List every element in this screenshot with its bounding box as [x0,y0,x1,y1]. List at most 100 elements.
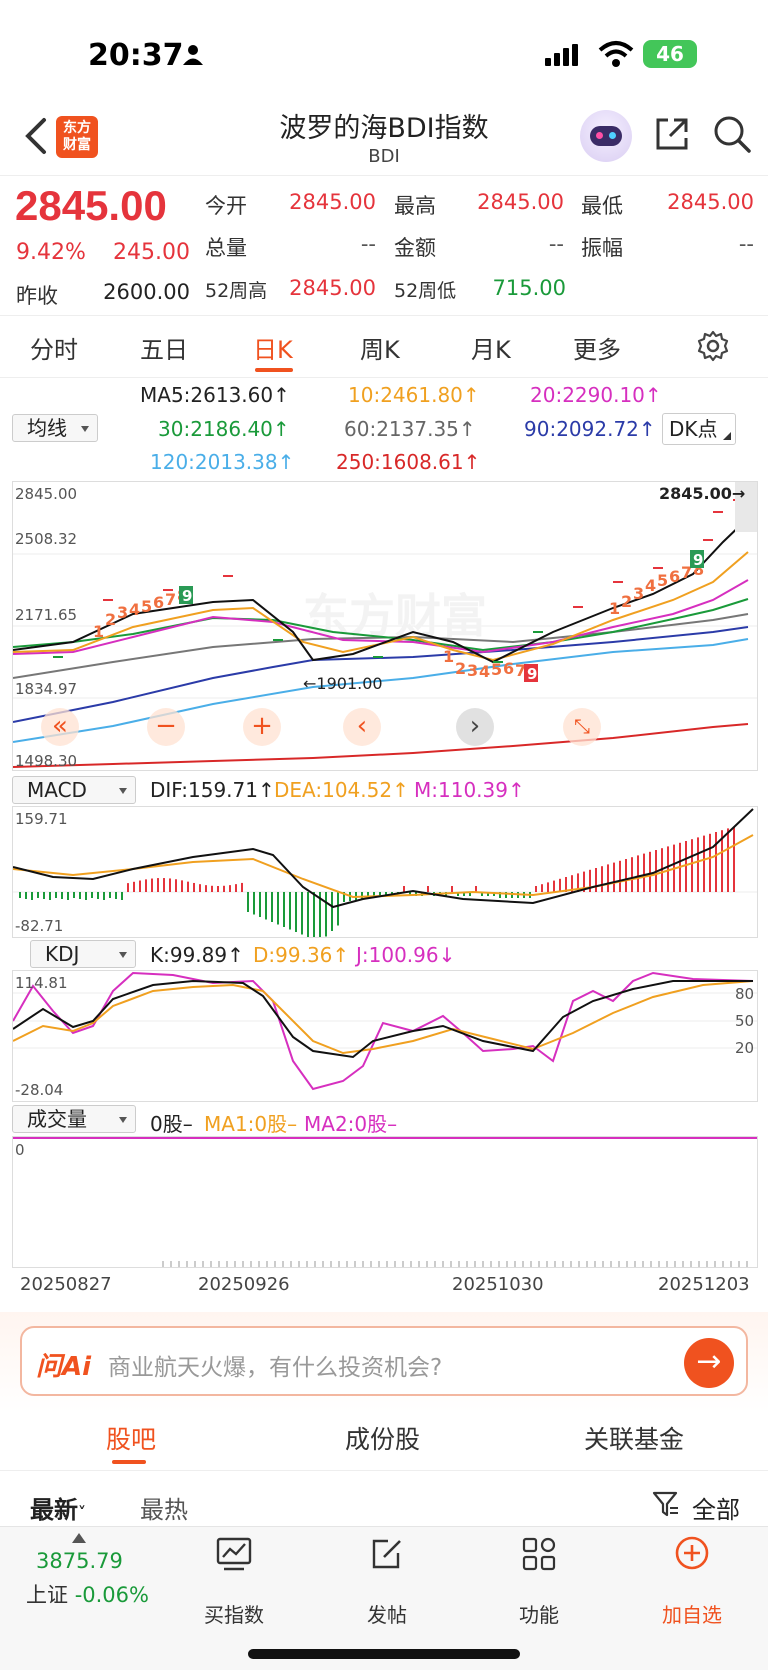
eastmoney-logo[interactable]: 东方 财富 [56,116,98,158]
ma-dropdown[interactable]: 均线 [12,414,98,442]
person-icon [183,45,203,65]
index-name[interactable]: 上证 -0.06% [26,1579,149,1609]
low-price-marker-value: 1901.00 [316,674,383,693]
scroll-right-button[interactable]: › [456,708,494,746]
status-bar: 20:37 46 [0,0,768,100]
macd-chart[interactable]: 159.71 -82.71 [12,806,758,942]
search-icon[interactable] [712,114,752,154]
sort-newest[interactable]: 最新˅ [30,1490,86,1525]
macd-bar [283,892,285,927]
ma5-legend: MA5:2613.60↑ [140,383,290,407]
last-price: 2845.00 [15,182,167,229]
x-axis-ticks [162,1261,748,1267]
fullscreen-icon[interactable]: ⤡ [563,708,601,746]
robot-avatar[interactable] [580,110,632,162]
date-label-2: 20250926 [198,1274,290,1295]
macd-ymin: -82.71 [15,917,64,935]
kdj-chart[interactable]: 114.81 -28.04 80 50 20 [12,970,758,1102]
tab-daily-k[interactable]: 日K [253,336,293,364]
td-down-nine-label: 9 [527,665,537,683]
macd-bar [97,892,99,899]
kdj-d: D:99.36↑ [253,943,350,967]
nav-post[interactable]: 发帖 [367,1603,407,1627]
svg-text:1: 1 [609,599,620,618]
dk-point-dropdown[interactable]: DK点 [662,413,736,445]
arrow-right-icon[interactable]: → [684,1338,734,1388]
filter-all[interactable]: 全部 [692,1496,740,1524]
svg-text:6: 6 [153,593,164,612]
edit-post-icon[interactable] [370,1537,404,1571]
scroll-left-fast-button[interactable]: « [41,708,79,746]
svg-text:5: 5 [657,571,668,590]
macd-bar [259,892,261,917]
ai-search-box[interactable]: 问Ai 商业航天火爆，有什么投资机会? → [20,1326,748,1396]
macd-bar [79,892,81,899]
change-percent: 9.42% [16,240,86,265]
dif-line [12,808,754,909]
svg-text:3: 3 [117,603,128,622]
low-label: 最低 [581,194,623,218]
macd-bar [577,873,579,892]
tab-monthly-k[interactable]: 月K [471,336,511,364]
zoom-out-button[interactable]: − [147,708,185,746]
kdj-dropdown[interactable]: KDJ [30,940,136,968]
chart-trend-icon[interactable] [216,1537,252,1571]
tab-intraday[interactable]: 分时 [30,336,78,364]
tab-related-funds[interactable]: 关联基金 [584,1425,685,1454]
scroll-left-button[interactable]: ‹ [343,708,381,746]
tab-guba[interactable]: 股吧 [106,1425,157,1454]
volume-chart[interactable]: 0 [12,1136,758,1268]
filter-icon[interactable] [652,1490,680,1518]
grid-apps-icon[interactable] [522,1537,556,1571]
y-tick-4: 1834.97 [15,680,78,698]
tab-components[interactable]: 成份股 [345,1425,421,1454]
macd-bar [229,885,231,892]
macd-bar [541,884,543,892]
macd-dropdown[interactable]: MACD [12,776,136,804]
svg-text:7: 7 [681,563,692,582]
sort-hot[interactable]: 最热 [140,1496,188,1524]
macd-bar [373,892,375,897]
zoom-in-button[interactable]: + [243,708,281,746]
macd-bar [199,884,201,892]
macd-bar [595,868,597,892]
macd-bar [55,892,57,898]
high-label: 最高 [394,194,436,218]
macd-bar [427,886,429,892]
macd-bar [643,853,645,892]
volume-dropdown[interactable]: 成交量 [12,1105,136,1133]
macd-bar [31,892,33,900]
macd-bar [535,886,537,892]
svg-text:2: 2 [105,610,116,629]
back-icon[interactable] [22,116,50,156]
td-nine-marker [179,586,193,604]
macd-bar [25,892,27,899]
share-icon[interactable] [654,116,690,152]
kdj-dropdown-label: KDJ [45,942,80,966]
nav-functions[interactable]: 功能 [519,1603,559,1627]
gear-icon[interactable] [697,330,729,362]
caret-down-icon [119,1117,127,1123]
index-value[interactable]: 3875.79 [36,1549,123,1573]
tab-weekly-k[interactable]: 周K [360,336,400,364]
open-value: 2845.00 [289,190,376,214]
add-circle-icon[interactable] [674,1535,710,1571]
tab-five-day[interactable]: 五日 [140,336,188,364]
macd-bar [547,882,549,892]
macd-bar [331,892,333,931]
tab-more[interactable]: 更多 [573,336,621,364]
candle-marks-green [53,631,543,663]
macd-bar [691,839,693,892]
nav-buy-index[interactable]: 买指数 [204,1603,264,1627]
macd-bar [361,892,363,899]
y-tick-1: 2845.00 [15,485,78,503]
macd-bar [487,892,489,896]
macd-bar [73,892,75,898]
macd-dropdown-label: MACD [27,778,87,802]
wifi-icon [598,41,634,67]
battery-icon: 46 [643,40,697,68]
svg-text:2: 2 [455,659,466,678]
ma120-line [12,638,749,743]
nav-add-watchlist[interactable]: 加自选 [662,1603,722,1627]
